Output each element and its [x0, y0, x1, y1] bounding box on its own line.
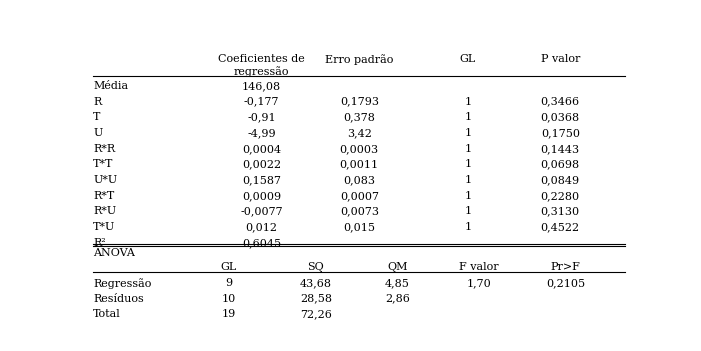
Text: Erro padrão: Erro padrão: [325, 54, 393, 65]
Text: 2,86: 2,86: [385, 293, 409, 304]
Text: Total: Total: [93, 309, 121, 319]
Text: 0,2280: 0,2280: [540, 191, 580, 201]
Text: 1: 1: [464, 222, 472, 232]
Text: 0,0022: 0,0022: [242, 159, 281, 170]
Text: 4,85: 4,85: [385, 278, 409, 288]
Text: 0,083: 0,083: [343, 175, 375, 185]
Text: 0,3466: 0,3466: [540, 97, 580, 107]
Text: 43,68: 43,68: [300, 278, 332, 288]
Text: 0,0698: 0,0698: [540, 159, 580, 170]
Text: 0,0368: 0,0368: [540, 112, 580, 122]
Text: 1,70: 1,70: [466, 278, 491, 288]
Text: Resíduos: Resíduos: [93, 293, 144, 304]
Text: 0,3130: 0,3130: [540, 206, 580, 217]
Text: 1: 1: [464, 128, 472, 138]
Text: Coeficientes de
regressão: Coeficientes de regressão: [218, 54, 305, 77]
Text: T*U: T*U: [93, 222, 115, 232]
Text: T: T: [93, 112, 100, 122]
Text: R: R: [93, 97, 102, 107]
Text: Média: Média: [93, 81, 128, 91]
Text: 1: 1: [464, 175, 472, 185]
Text: 0,0849: 0,0849: [540, 175, 580, 185]
Text: 0,012: 0,012: [245, 222, 278, 232]
Text: T*T: T*T: [93, 159, 114, 170]
Text: 146,08: 146,08: [242, 81, 281, 91]
Text: 1: 1: [464, 97, 472, 107]
Text: 10: 10: [222, 293, 236, 304]
Text: R*U: R*U: [93, 206, 116, 217]
Text: U*U: U*U: [93, 175, 117, 185]
Text: Pr>F: Pr>F: [551, 262, 580, 272]
Text: 0,6045: 0,6045: [242, 238, 281, 248]
Text: GL: GL: [221, 262, 237, 272]
Text: QM: QM: [387, 262, 407, 272]
Text: 0,0004: 0,0004: [242, 144, 281, 154]
Text: -0,91: -0,91: [247, 112, 275, 122]
Text: 1: 1: [464, 206, 472, 217]
Text: 0,0009: 0,0009: [242, 191, 281, 201]
Text: -4,99: -4,99: [247, 128, 275, 138]
Text: 0,4522: 0,4522: [540, 222, 580, 232]
Text: 3,42: 3,42: [347, 128, 372, 138]
Text: -0,0077: -0,0077: [240, 206, 283, 217]
Text: 0,2105: 0,2105: [546, 278, 585, 288]
Text: GL: GL: [460, 54, 476, 64]
Text: 1: 1: [464, 144, 472, 154]
Text: ANOVA: ANOVA: [93, 248, 135, 258]
Text: 0,0003: 0,0003: [340, 144, 379, 154]
Text: 0,0011: 0,0011: [340, 159, 379, 170]
Text: 0,1587: 0,1587: [242, 175, 281, 185]
Text: 0,0007: 0,0007: [340, 191, 379, 201]
Text: 72,26: 72,26: [300, 309, 332, 319]
Text: 0,015: 0,015: [343, 222, 375, 232]
Text: 0,1443: 0,1443: [540, 144, 580, 154]
Text: R*R: R*R: [93, 144, 115, 154]
Text: P valor: P valor: [540, 54, 580, 64]
Text: 28,58: 28,58: [300, 293, 332, 304]
Text: 1: 1: [464, 112, 472, 122]
Text: Regressão: Regressão: [93, 278, 151, 289]
Text: 1: 1: [464, 159, 472, 170]
Text: 0,378: 0,378: [343, 112, 375, 122]
Text: 19: 19: [222, 309, 236, 319]
Text: 0,1750: 0,1750: [540, 128, 580, 138]
Text: -0,177: -0,177: [244, 97, 279, 107]
Text: R²: R²: [93, 238, 106, 248]
Text: U: U: [93, 128, 102, 138]
Text: R*T: R*T: [93, 191, 114, 201]
Text: SQ: SQ: [308, 262, 324, 272]
Text: 9: 9: [225, 278, 233, 288]
Text: F valor: F valor: [459, 262, 498, 272]
Text: 0,1793: 0,1793: [340, 97, 379, 107]
Text: 1: 1: [464, 191, 472, 201]
Text: 0,0073: 0,0073: [340, 206, 379, 217]
